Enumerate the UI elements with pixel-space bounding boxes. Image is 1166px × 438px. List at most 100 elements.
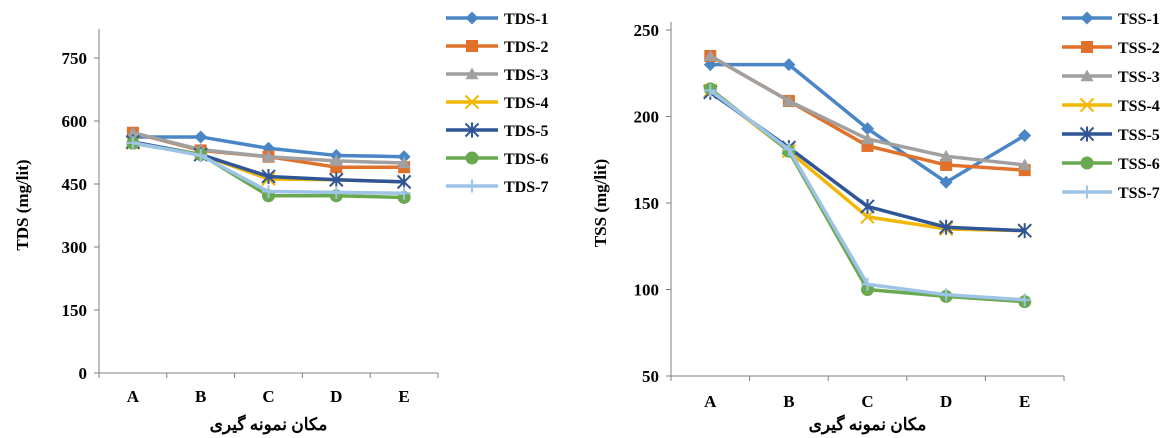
tss-legend-item: TSS-2 [1062, 40, 1160, 57]
tss-series-line [709, 54, 1025, 172]
tds-x-tick-label: B [195, 387, 206, 406]
tds-data-point [397, 186, 411, 200]
tds-y-tick-label: 750 [62, 49, 88, 68]
tss-y-tick-label: 100 [634, 281, 660, 300]
tss-legend-label: TSS-5 [1118, 127, 1160, 144]
tss-legend: TSS-1 TSS-2 TSS-3 TSS-4 TSS-5 TSS-6 TSS-7 [1062, 11, 1160, 202]
tds-data-point [262, 150, 275, 162]
tds-y-tick-label: 450 [62, 175, 88, 194]
tds-legend-marker [464, 122, 480, 138]
tds-data-point [329, 154, 343, 167]
tss-data-point [940, 158, 953, 171]
tss-chart: 50 100 150 200 250 A B C D E مکان نمونه گیری TSS (m… [591, 11, 1160, 435]
tss-x-axis-title: مکان نمونه گیری [809, 414, 927, 435]
tss-y-tick-label: 50 [642, 367, 659, 386]
tds-chart: 0 150 300 450 600 750 A B C D E مکان نمونه گیری TDS … [13, 11, 548, 435]
tss-data-point [939, 175, 953, 189]
tss-x-tick-label: E [1019, 392, 1030, 411]
tds-legend-marker [464, 94, 480, 110]
tss-data-point [782, 58, 796, 72]
tss-data-point [861, 132, 874, 145]
tss-legend-item: TSS-5 [1062, 126, 1160, 144]
tds-legend-label: TDS-6 [504, 151, 548, 168]
tds-series-1 [126, 130, 411, 164]
tss-series-line [709, 87, 1025, 304]
tds-legend-marker [465, 179, 479, 193]
tds-legend-marker [466, 40, 478, 52]
tss-data-point [1017, 223, 1032, 239]
tss-data-point [861, 277, 874, 291]
tds-legend-label: TDS-5 [504, 123, 548, 140]
tss-legend-label: TSS-6 [1118, 156, 1160, 173]
tss-data-point [1018, 129, 1032, 143]
tss-legend-item: TSS-4 [1062, 97, 1160, 115]
tds-legend-label: TDS-4 [504, 95, 548, 112]
tss-legend-label: TSS-3 [1118, 69, 1160, 86]
tss-data-point [939, 288, 953, 302]
tds-legend-marker [465, 11, 479, 25]
tss-x-tick-label: A [704, 392, 717, 411]
tss-series-3 [703, 49, 1032, 171]
tds-data-point [194, 148, 208, 162]
tss-data-point [860, 198, 875, 214]
tds-legend-label: TDS-2 [504, 39, 548, 56]
tss-data-point [782, 94, 796, 107]
tds-data-point [126, 136, 140, 150]
tds-data-point [397, 156, 411, 169]
tss-y-axis-title: TSS (mg/lit) [591, 159, 610, 247]
tss-data-point [860, 209, 875, 225]
tss-legend-label: TSS-4 [1118, 98, 1160, 115]
tss-series-7 [703, 84, 1032, 307]
tss-data-point [703, 49, 717, 62]
tss-legend-label: TSS-7 [1118, 185, 1160, 202]
tss-data-point [1018, 158, 1032, 171]
tss-data-point [782, 142, 796, 156]
tss-data-point [938, 219, 954, 235]
tds-legend-item: TDS-1 [446, 11, 548, 28]
tss-y-tick-label: 250 [634, 21, 660, 40]
tss-legend-item: TSS-7 [1062, 185, 1160, 202]
tss-data-point [861, 122, 874, 136]
tss-legend-marker [1079, 97, 1095, 113]
tss-data-point [703, 84, 717, 98]
tss-y-tick-label: 150 [634, 194, 660, 213]
tss-x-tick-label: C [861, 392, 873, 411]
tds-legend-marker [465, 151, 479, 165]
tss-legend-item: TSS-1 [1062, 11, 1160, 28]
tds-legend-item: TDS-5 [446, 122, 548, 140]
tds-legend: TDS-1 TDS-2 TDS-3 TDS-4 TDS-5 TDS-6 TDS-7 [446, 11, 548, 196]
tds-data-point [194, 130, 208, 144]
tds-data-point [329, 185, 343, 199]
tds-x-tick-label: C [262, 387, 274, 406]
tds-data-point [126, 126, 140, 138]
tds-x-axis-title: مکان نمونه گیری [210, 414, 328, 435]
tds-legend-item: TDS-4 [446, 94, 548, 112]
tds-x-tick-label: D [330, 387, 342, 406]
tds-y-tick-label: 300 [62, 238, 88, 257]
tss-legend-label: TSS-2 [1118, 40, 1160, 57]
tds-legend-marker [465, 67, 479, 80]
tds-legend-item: TDS-2 [446, 39, 548, 56]
tss-series-6 [703, 82, 1032, 309]
tss-legend-item: TSS-6 [1062, 156, 1160, 173]
tds-y-tick-label: 600 [62, 112, 88, 131]
tds-series-7 [126, 136, 411, 200]
tss-legend-marker [1080, 69, 1094, 82]
tds-legend-label: TDS-3 [504, 67, 548, 84]
tds-legend-item: TDS-3 [446, 67, 548, 84]
tds-y-tick-label: 150 [62, 301, 88, 320]
tss-legend-item: TSS-3 [1062, 69, 1160, 86]
tss-legend-marker [1080, 11, 1094, 25]
tss-legend-marker [1080, 156, 1094, 170]
tss-x-tick-label: B [783, 392, 794, 411]
tds-x-tick-label: A [127, 387, 140, 406]
tds-y-tick-label: 0 [79, 364, 88, 383]
tds-legend-label: TDS-1 [504, 11, 548, 28]
tss-legend-label: TSS-1 [1118, 11, 1160, 28]
tss-legend-marker [1079, 126, 1095, 142]
tss-y-tick-label: 200 [634, 108, 660, 127]
tds-legend-item: TDS-7 [446, 179, 548, 196]
tss-data-point [939, 149, 953, 162]
tss-series-2 [704, 49, 1031, 177]
